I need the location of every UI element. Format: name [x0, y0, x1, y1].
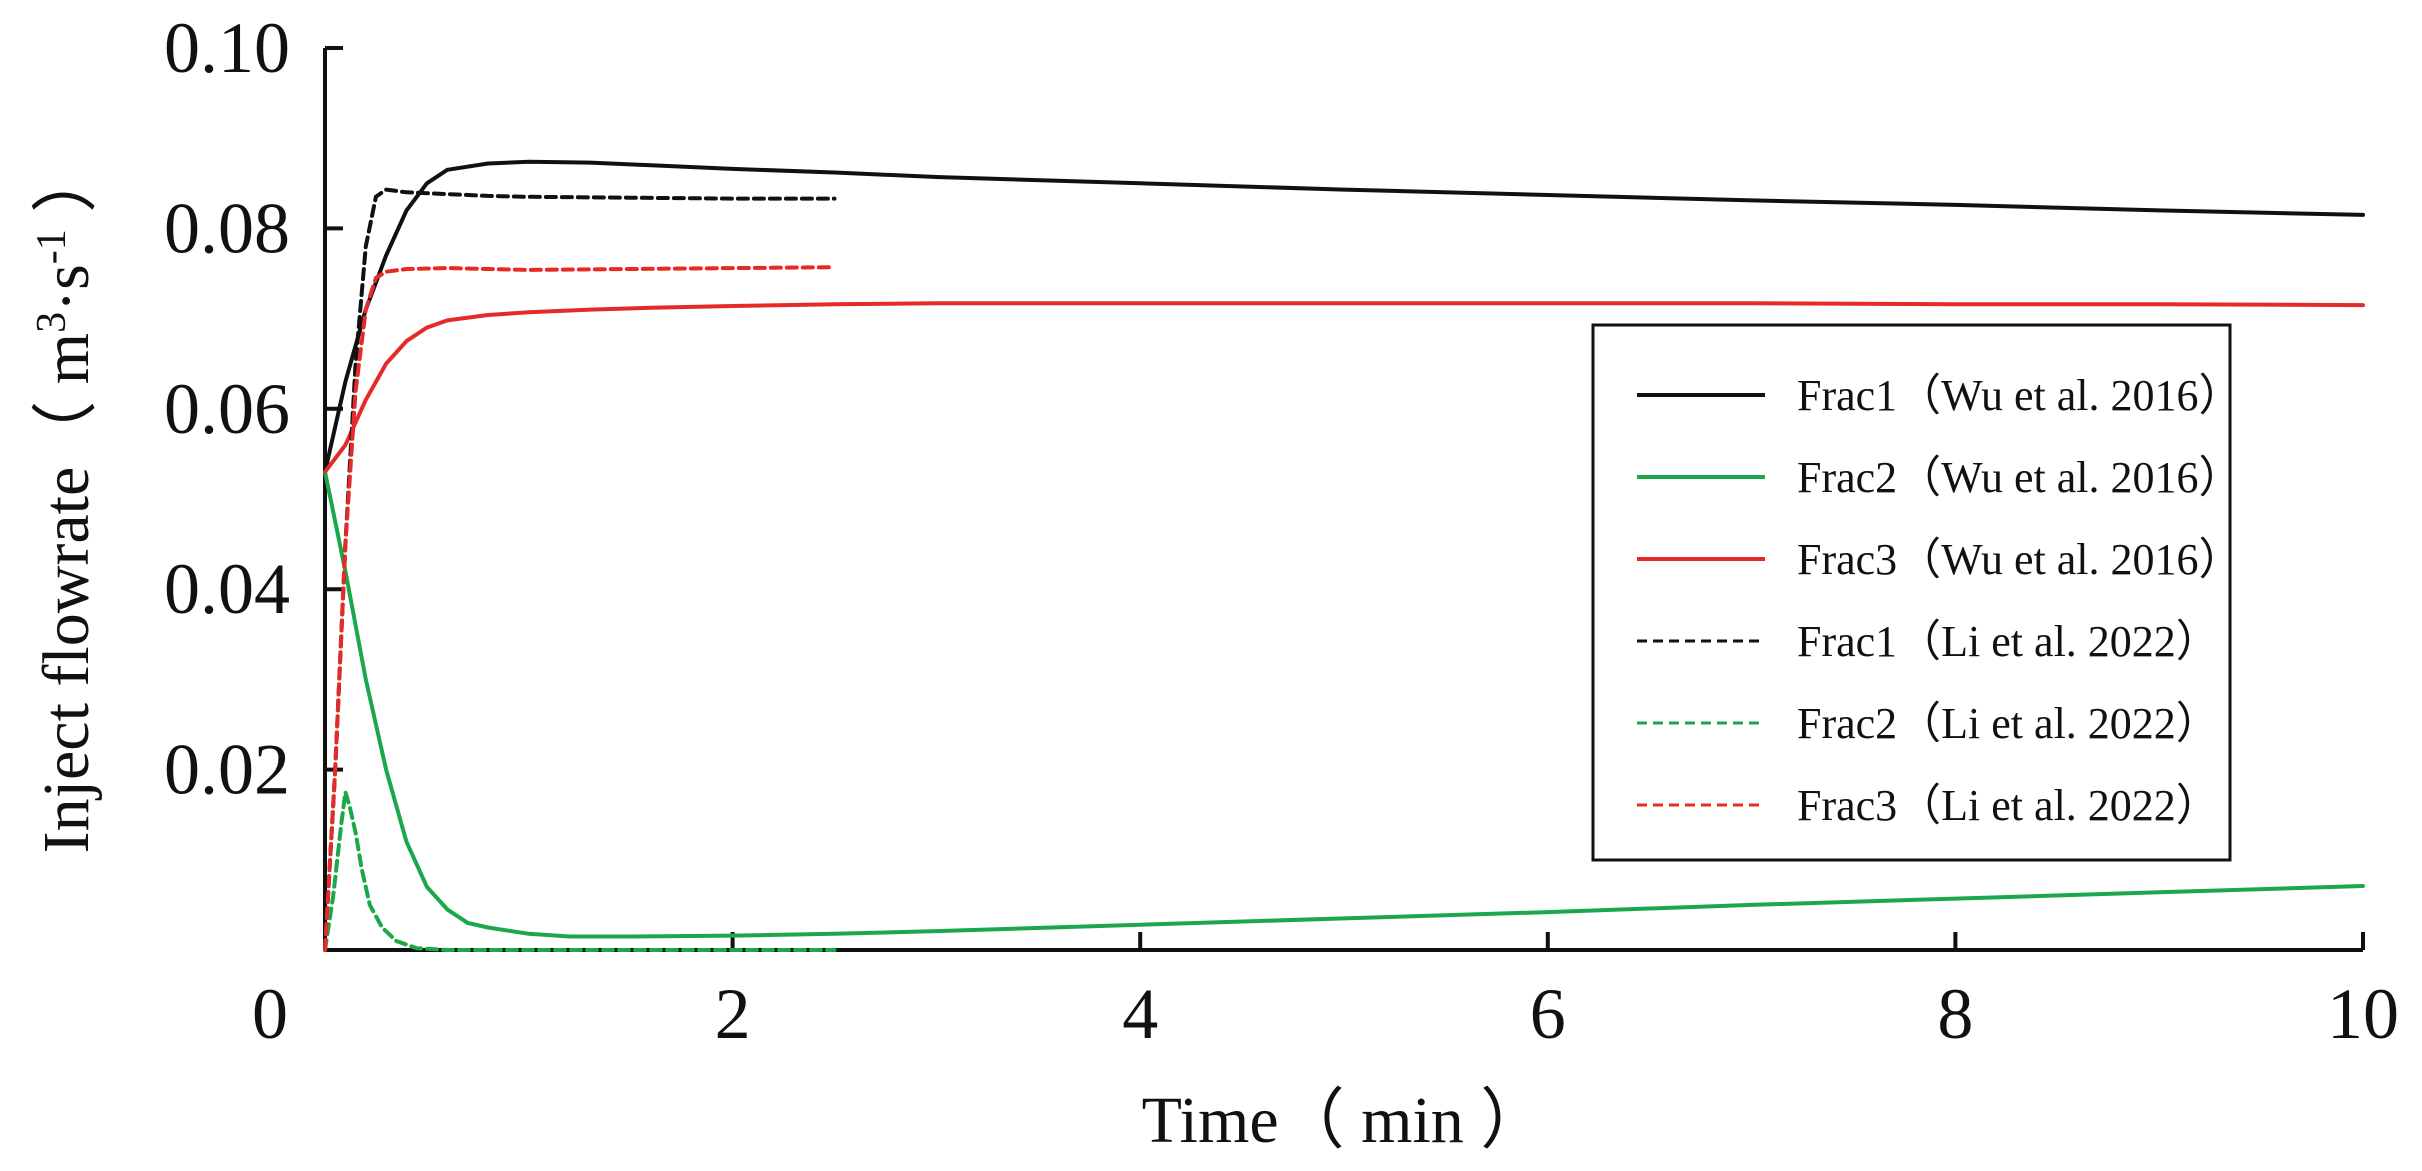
y-axis-ticks: 0.02 0.04 0.06 0.08 0.10 — [164, 8, 343, 810]
x-tick-label: 10 — [2327, 974, 2399, 1054]
y-axis-label-sup1: 3 — [29, 312, 75, 333]
x-tick-label: 4 — [1122, 974, 1158, 1054]
x-tick-label: 2 — [715, 974, 751, 1054]
y-axis-label-main: Inject flowrate（ m — [30, 333, 103, 853]
series-line-6 — [323, 265, 837, 952]
legend: Frac1（Wu et al. 2016） Frac2（Wu et al. 201… — [1591, 323, 2242, 862]
y-axis-label: Inject flowrate（ m3·s-1 ） — [29, 147, 103, 854]
y-axis-label-mid: ·s — [30, 264, 103, 312]
y-tick-label: 0.10 — [164, 8, 290, 88]
legend-items: Frac1（Wu et al. 2016） Frac2（Wu et al. 201… — [1637, 371, 2242, 830]
series-line-3 — [323, 301, 2365, 474]
legend-box — [1591, 323, 2232, 862]
y-tick-label: 0.04 — [164, 549, 290, 629]
legend-label-4: Frac1（Li et al. 2022） — [1797, 617, 2220, 666]
y-tick-label: 0.06 — [164, 369, 290, 449]
x-tick-label: 8 — [1937, 974, 1973, 1054]
legend-label-5: Frac2（Li et al. 2022） — [1797, 699, 2220, 748]
x-tick-label: 6 — [1530, 974, 1566, 1054]
legend-label-1: Frac1（Wu et al. 2016） — [1797, 371, 2242, 420]
plot-area: 0 2 4 6 8 10 0.02 0.04 0.06 0.08 0.10 — [164, 8, 2399, 1054]
series-line-5 — [323, 790, 837, 952]
legend-label-2: Frac2（Wu et al. 2016） — [1797, 453, 2242, 502]
series-line-2 — [323, 469, 2365, 939]
legend-label-6: Frac3（Li et al. 2022） — [1797, 781, 2220, 830]
y-tick-label: 0.02 — [164, 730, 290, 810]
x-tick-label: 0 — [252, 974, 288, 1054]
x-axis-ticks: 0 2 4 6 8 10 — [252, 932, 2399, 1054]
y-axis-label-end: ） — [30, 147, 103, 230]
x-axis-label: Time（ min ） — [1142, 1084, 1547, 1157]
legend-label-3: Frac3（Wu et al. 2016） — [1797, 535, 2242, 584]
series-line-1 — [323, 159, 2365, 474]
series-layer — [323, 159, 2365, 952]
y-axis-label-sup2: -1 — [29, 229, 75, 264]
y-tick-label: 0.08 — [164, 188, 290, 268]
